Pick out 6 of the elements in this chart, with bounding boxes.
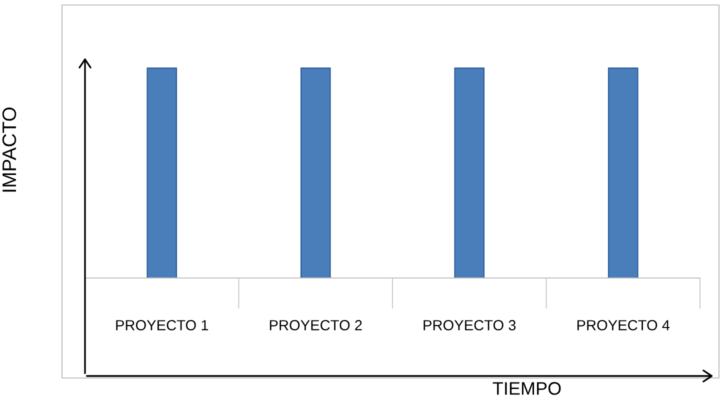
x-tick-label: PROYECTO 2 [270,320,362,330]
x-tick-label: PROYECTO 1 [116,320,208,330]
y-axis-title: IMPACTO [2,108,16,192]
x-axis-title: TIEMPO [492,382,561,395]
x-tick-label: PROYECTO 3 [424,320,516,330]
x-tick-label: PROYECTO 4 [577,320,670,330]
